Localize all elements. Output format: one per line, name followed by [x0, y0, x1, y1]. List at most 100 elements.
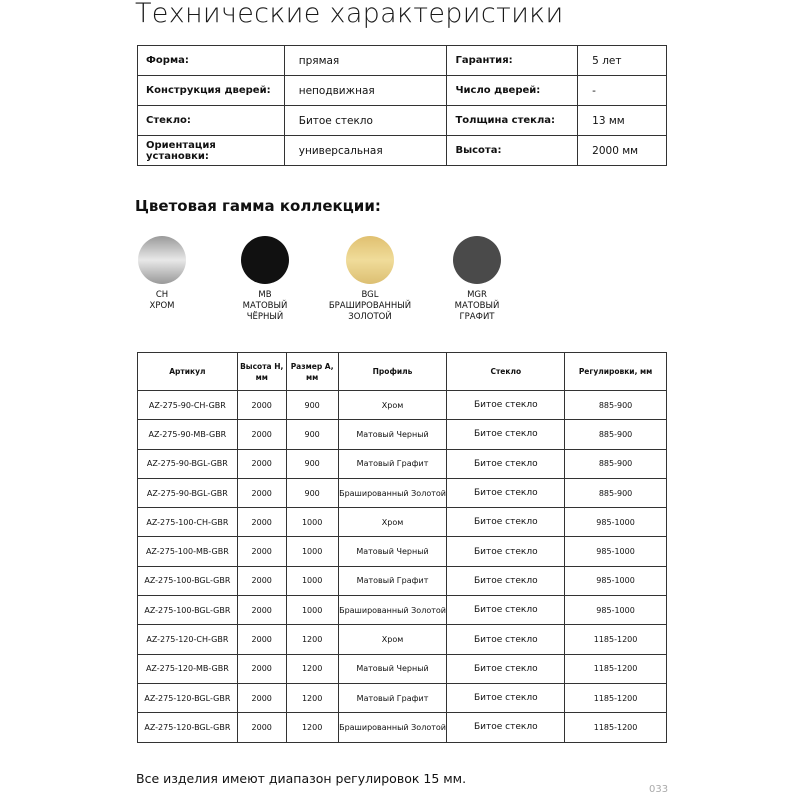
- table-cell: 1200: [285, 712, 339, 743]
- spec-value: 13 мм: [577, 105, 667, 136]
- table-row: AZ-275-120-CH-GBR 2000 1200 Хром Битое стекл…: [137, 624, 667, 655]
- table-cell: AZ-275-90-CH-GBR: [137, 389, 238, 421]
- swatch-code: MB: [258, 290, 272, 300]
- table-cell: Матовый Черный: [337, 653, 448, 684]
- swatch-code: CH: [155, 290, 169, 300]
- table-cell: AZ-275-90-BGL-GBR: [137, 477, 238, 509]
- spec-row: Стекло: Битое стекло Толщина стекла: 13 мм: [137, 105, 667, 136]
- table-cell: 900: [285, 477, 339, 509]
- table-cell: Битое стекло: [446, 389, 566, 421]
- table-cell: AZ-275-120-BGL-GBR: [137, 712, 238, 743]
- table-cell: 885-900: [564, 419, 667, 450]
- spec-value: -: [577, 75, 667, 106]
- table-cell: Битое стекло: [446, 477, 566, 509]
- spec-label: Гарантия:: [446, 45, 579, 76]
- spec-value: 5 лет: [577, 45, 667, 76]
- table-cell: AZ-275-100-CH-GBR: [137, 507, 238, 538]
- table-row: AZ-275-90-CH-GBR 2000 900 Хром Битое стекло 8…: [137, 389, 667, 421]
- table-cell: 985-1000: [564, 536, 667, 567]
- table-cell: 2000: [236, 507, 287, 538]
- swatch-name: БРАШИРОВАННЫЙ: [328, 301, 412, 311]
- table-cell: Битое стекло: [446, 712, 566, 743]
- table-cell: 2000: [236, 653, 287, 684]
- table-cell: 2000: [236, 536, 287, 567]
- table-row: AZ-275-90-MB-GBR 2000 900 Матовый Черный Бит…: [137, 419, 667, 450]
- table-row: AZ-275-90-BGL-GBR 2000 900 Брашированный Зо…: [137, 477, 667, 509]
- table-cell: 2000: [236, 712, 287, 743]
- column-header: Профиль: [337, 352, 448, 391]
- spec-value: прямая: [283, 45, 448, 76]
- product-table: Артикул Высота H, мм Размер A, мм Профиль Ст…: [137, 352, 667, 743]
- table-cell: Битое стекло: [446, 536, 566, 567]
- table-cell: 885-900: [564, 448, 667, 479]
- spec-row: Конструкция дверей: неподвижная Число двер…: [137, 75, 667, 106]
- table-cell: Хром: [337, 389, 448, 421]
- table-row: AZ-275-100-CH-GBR 2000 1000 Хром Битое стекл…: [137, 507, 667, 538]
- colors-heading: Цветовая гамма коллекции:: [135, 197, 381, 215]
- table-cell: Матовый Графит: [337, 682, 448, 714]
- table-cell: 900: [285, 448, 339, 479]
- table-row: AZ-275-120-BGL-GBR 2000 1200 Брашированный …: [137, 712, 667, 743]
- color-swatch: MGR МАТОВЫЙ ГРАФИТ: [417, 236, 537, 323]
- table-cell: AZ-275-100-BGL-GBR: [137, 595, 238, 626]
- table-cell: Битое стекло: [446, 595, 566, 626]
- table-cell: AZ-275-120-MB-GBR: [137, 653, 238, 684]
- spec-label: Число дверей:: [446, 75, 579, 106]
- column-header: Артикул: [137, 352, 238, 391]
- table-cell: Матовый Графит: [337, 565, 448, 597]
- page-title: Технические характеристики: [135, 0, 564, 29]
- table-cell: AZ-275-100-BGL-GBR: [137, 565, 238, 597]
- table-cell: 2000: [236, 477, 287, 509]
- spec-row: Ориентация установки: универсальная Высота…: [137, 135, 667, 166]
- table-cell: Матовый Графит: [337, 448, 448, 479]
- table-cell: Битое стекло: [446, 624, 566, 655]
- table-cell: 1000: [285, 595, 339, 626]
- table-cell: Матовый Черный: [337, 536, 448, 567]
- table-cell: 1185-1200: [564, 682, 667, 714]
- spec-label: Высота:: [446, 135, 579, 166]
- column-header: Размер A, мм: [285, 352, 339, 391]
- table-cell: 1185-1200: [564, 712, 667, 743]
- table-row: AZ-275-100-BGL-GBR 2000 1000 Брашированный …: [137, 595, 667, 626]
- swatch-name: МАТОВЫЙ: [242, 301, 288, 311]
- table-cell: Битое стекло: [446, 507, 566, 538]
- table-row: AZ-275-120-BGL-GBR 2000 1200 Матовый Графит…: [137, 682, 667, 714]
- swatch-name: ХРОМ: [149, 301, 175, 311]
- table-cell: 1185-1200: [564, 624, 667, 655]
- table-cell: 1185-1200: [564, 653, 667, 684]
- spec-label: Ориентация установки:: [137, 135, 285, 166]
- table-cell: AZ-275-120-CH-GBR: [137, 624, 238, 655]
- column-header: Регулировки, мм: [564, 352, 667, 391]
- table-cell: Брашированный Золотой: [337, 477, 448, 509]
- swatch-name: МАТОВЫЙ: [454, 301, 500, 311]
- table-cell: Битое стекло: [446, 653, 566, 684]
- table-cell: 1200: [285, 624, 339, 655]
- table-cell: 1000: [285, 565, 339, 597]
- swatch-name: ЗОЛОТОЙ: [348, 312, 392, 322]
- spec-label: Стекло:: [137, 105, 285, 136]
- table-cell: Битое стекло: [446, 682, 566, 714]
- spec-label: Форма:: [137, 45, 285, 76]
- table-cell: 2000: [236, 595, 287, 626]
- spec-value: 2000 мм: [577, 135, 667, 166]
- spec-value: универсальная: [283, 135, 448, 166]
- table-cell: AZ-275-90-MB-GBR: [137, 419, 238, 450]
- swatch-code: MGR: [467, 290, 487, 300]
- table-cell: 1000: [285, 536, 339, 567]
- table-cell: AZ-275-120-BGL-GBR: [137, 682, 238, 714]
- swatch-code: BGL: [361, 290, 379, 300]
- color-swatch: CH ХРОМ: [102, 236, 222, 312]
- table-row: AZ-275-100-BGL-GBR 2000 1000 Матовый Графит…: [137, 565, 667, 597]
- page-number: 033: [649, 784, 669, 795]
- table-cell: 1000: [285, 507, 339, 538]
- swatch-name: ГРАФИТ: [459, 312, 495, 322]
- table-cell: 985-1000: [564, 507, 667, 538]
- footnote: Все изделия имеют диапазон регулировок 1…: [136, 771, 467, 786]
- spec-label: Конструкция дверей:: [137, 75, 285, 106]
- swatch-circle: [138, 236, 186, 284]
- table-row: AZ-275-100-MB-GBR 2000 1000 Матовый Черный Б…: [137, 536, 667, 567]
- swatch-circle: [453, 236, 501, 284]
- spec-value: Битое стекло: [283, 105, 448, 136]
- spec-row: Форма: прямая Гарантия: 5 лет: [137, 45, 667, 76]
- table-cell: 985-1000: [564, 595, 667, 626]
